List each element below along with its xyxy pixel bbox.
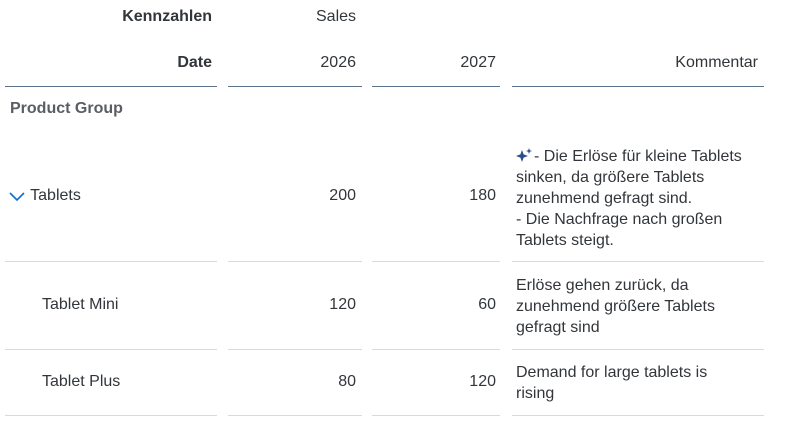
row-divider xyxy=(5,415,217,416)
row-tablets-expand-toggle[interactable]: Tablets xyxy=(8,187,81,205)
comment-line: - Die Erlöse für kleine Tablets xyxy=(534,148,742,165)
row-divider xyxy=(5,349,217,350)
ai-sparkle-icon xyxy=(516,148,532,162)
comment-cell: - Die Erlöse für kleine Tablets sinken, … xyxy=(516,146,766,251)
row-name: Tablets xyxy=(30,187,81,204)
header-divider xyxy=(228,86,362,87)
row-name: Tablet Plus xyxy=(42,373,121,390)
cell-value: 120 xyxy=(329,296,356,313)
comment-cell: Demand for large tablets is rising xyxy=(516,362,766,404)
row-divider xyxy=(228,415,362,416)
comment-line: Erlöse gehen zurück, da xyxy=(516,277,689,294)
year-2027-header: 2027 xyxy=(460,54,496,71)
comment-line: Demand for large tablets is xyxy=(516,364,708,381)
comment-line: zunehmend größere Tablets xyxy=(516,298,715,315)
row-divider xyxy=(512,349,764,350)
cell-value: 80 xyxy=(338,373,356,390)
header-divider xyxy=(372,86,500,87)
row-divider xyxy=(512,261,764,262)
comment-line: Tablets steigt. xyxy=(516,232,614,249)
measures-value: Sales xyxy=(316,8,357,25)
chevron-down-icon[interactable] xyxy=(8,189,26,203)
header-divider xyxy=(512,86,764,87)
comment-line: gefragt sind xyxy=(516,319,600,336)
cell-value: 60 xyxy=(478,296,496,313)
year-2026-header: 2026 xyxy=(320,54,356,71)
row-name: Tablet Mini xyxy=(42,296,119,313)
row-divider xyxy=(372,349,500,350)
row-divider xyxy=(228,261,362,262)
cell-value: 200 xyxy=(329,187,356,204)
row-divider xyxy=(228,349,362,350)
comment-line: sinken, da größere Tablets xyxy=(516,169,705,186)
dimension-label: Product Group xyxy=(10,100,123,117)
comment-cell: Erlöse gehen zurück, da zunehmend größer… xyxy=(516,275,766,338)
comment-line: - Die Nachfrage nach großen xyxy=(516,211,723,228)
cell-value: 120 xyxy=(469,373,496,390)
comment-line: rising xyxy=(516,385,555,402)
row-divider xyxy=(372,415,500,416)
row-divider xyxy=(5,261,217,262)
comment-header: Kommentar xyxy=(675,54,758,71)
row-divider xyxy=(372,261,500,262)
header-divider xyxy=(5,86,217,87)
row-divider xyxy=(512,415,764,416)
date-label: Date xyxy=(177,54,212,71)
cell-value: 180 xyxy=(469,187,496,204)
measures-label: Kennzahlen xyxy=(122,8,212,25)
comment-line-with-icon: - Die Erlöse für kleine Tablets xyxy=(516,146,766,167)
comment-line: zunehmend gefragt sind. xyxy=(516,190,693,207)
